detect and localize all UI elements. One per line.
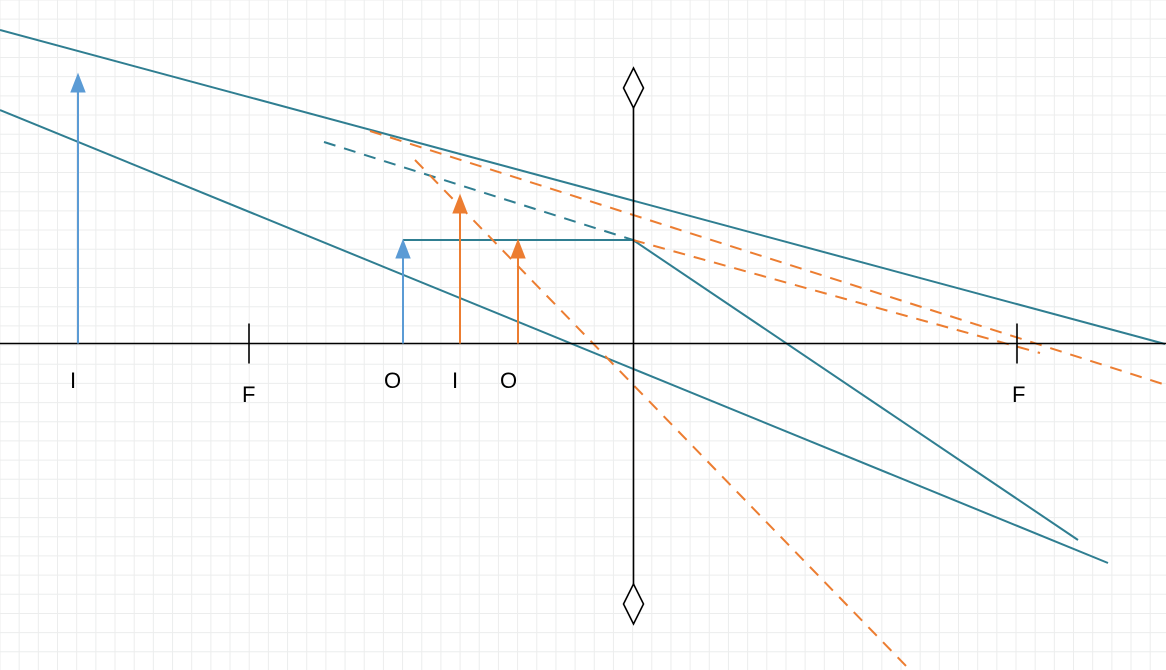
label-I1: I	[70, 368, 76, 393]
label-F1: F	[242, 382, 255, 407]
label-F2: F	[1012, 382, 1025, 407]
grid	[0, 0, 1166, 670]
label-I2: I	[452, 368, 458, 393]
label-O1: O	[384, 368, 401, 393]
label-O2: O	[500, 368, 517, 393]
